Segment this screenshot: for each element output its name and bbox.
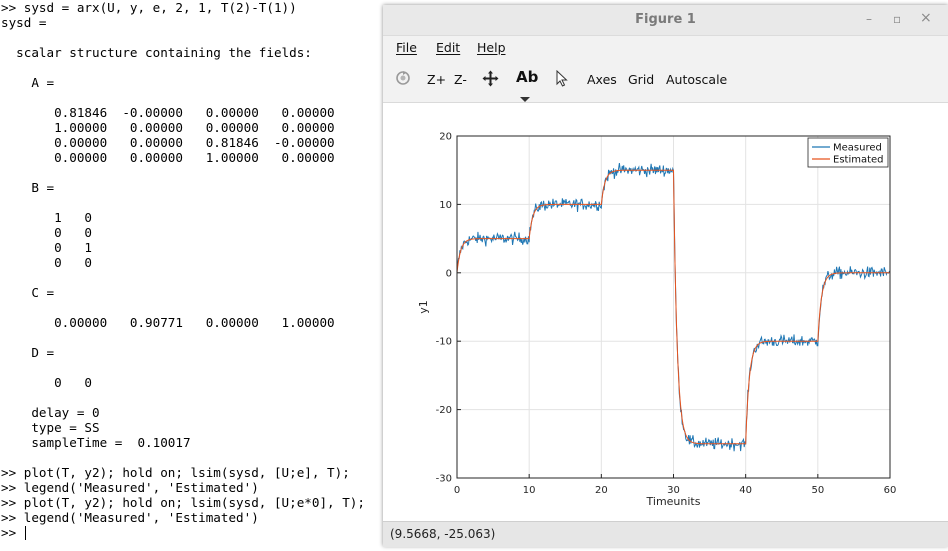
terminal-line: 0 0 — [1, 375, 92, 390]
terminal-output[interactable]: >> sysd = arx(U, y, e, 2, 1, T(2)-T(1)) s… — [0, 0, 383, 551]
menu-bar: File Edit Help — [383, 36, 948, 58]
pan-icon[interactable] — [482, 70, 499, 91]
terminal-line: scalar structure containing the fields: — [1, 45, 312, 60]
x-tick-label: 10 — [523, 485, 536, 496]
series-estimated-line — [456, 169, 890, 445]
legend-label: Measured — [833, 143, 882, 154]
terminal-line: 0.00000 0.00000 0.81846 -0.00000 — [1, 135, 335, 150]
terminal-line: delay = 0 — [1, 405, 100, 420]
terminal-line: 0.81846 -0.00000 0.00000 0.00000 — [1, 105, 335, 120]
terminal-line: type = SS — [1, 420, 100, 435]
figure-window: Figure 1 – ▫ × File Edit Help Z+ Z- Ab A… — [383, 5, 948, 547]
terminal-line: >> sysd = arx(U, y, e, 2, 1, T(2)-T(1)) — [1, 0, 297, 15]
legend-box — [807, 137, 889, 168]
y-tick-label: 0 — [446, 268, 452, 279]
status-bar: (9.5668, -25.063) — [383, 521, 948, 547]
figure-toolbar: Z+ Z- Ab Axes Grid Autoscale — [383, 58, 948, 103]
x-tick-label: 50 — [811, 485, 824, 496]
terminal-line: 1.00000 0.00000 0.00000 0.00000 — [1, 120, 335, 135]
terminal-line: >> plot(T, y2); hold on; lsim(sysd, [U;e… — [1, 465, 350, 480]
zoom-in-button[interactable]: Z+ — [427, 72, 447, 87]
window-title: Figure 1 — [635, 12, 696, 27]
terminal-line: >> legend('Measured', 'Estimated') — [1, 480, 259, 495]
x-tick-label: 20 — [595, 485, 608, 496]
terminal-line: 0.00000 0.90771 0.00000 1.00000 — [1, 315, 335, 330]
y-tick-label: 10 — [439, 200, 452, 211]
grid-button[interactable]: Grid — [628, 72, 655, 87]
terminal-line: D = — [1, 345, 55, 360]
restore-icon[interactable]: ▫ — [893, 12, 902, 26]
close-icon[interactable]: × — [920, 10, 932, 26]
terminal-line: C = — [1, 285, 55, 300]
menu-edit[interactable]: Edit — [436, 40, 461, 55]
y-tick-label: -30 — [436, 474, 452, 485]
terminal-line: >> plot(T, y2); hold on; lsim(sysd, [U;e… — [1, 495, 365, 510]
text-cursor — [25, 526, 26, 540]
terminal-line: 0 0 — [1, 225, 92, 240]
x-tick-label: 40 — [739, 485, 752, 496]
legend-label: Estimated — [833, 155, 884, 166]
axes-button[interactable]: Axes — [587, 72, 617, 87]
title-bar[interactable]: Figure 1 – ▫ × — [383, 5, 948, 36]
y-axis-label: y1 — [417, 300, 430, 314]
chevron-down-icon[interactable] — [520, 88, 530, 107]
x-axis-label: Timeunits — [646, 495, 701, 508]
pointer-icon[interactable] — [556, 69, 568, 91]
terminal-line: 1 0 — [1, 210, 92, 225]
terminal-line: sampleTime = 0.10017 — [1, 435, 191, 450]
x-tick-label: 30 — [667, 485, 680, 496]
terminal-line: 0 1 — [1, 240, 92, 255]
x-tick-label: 0 — [454, 485, 460, 496]
x-tick-label: 60 — [884, 485, 897, 496]
text-tool-button[interactable]: Ab — [516, 68, 539, 86]
terminal-line: 0.00000 0.00000 1.00000 0.00000 — [1, 150, 335, 165]
terminal-line: >> legend('Measured', 'Estimated') — [1, 510, 259, 525]
menu-file[interactable]: File — [396, 40, 417, 55]
menu-help[interactable]: Help — [477, 40, 506, 55]
zoom-out-button[interactable]: Z- — [454, 72, 467, 87]
plot-area[interactable]: 0 10 20 30 40 50 60 -30 -20 -10 0 10 20 Timeunits y1 Me… — [383, 103, 948, 521]
terminal-line: A = — [1, 75, 55, 90]
rotate-icon[interactable] — [395, 70, 411, 90]
autoscale-button[interactable]: Autoscale — [666, 72, 728, 87]
terminal-line: sysd = — [1, 15, 47, 30]
y-tick-label: 20 — [439, 132, 452, 143]
y-tick-label: -10 — [436, 337, 452, 348]
terminal-line: B = — [1, 180, 55, 195]
minimize-icon[interactable]: – — [866, 12, 872, 26]
terminal-line: >> — [1, 525, 24, 540]
cursor-coordinates: (9.5668, -25.063) — [390, 527, 496, 541]
y-tick-label: -20 — [436, 405, 452, 416]
terminal-line: 0 0 — [1, 255, 92, 270]
chart[interactable]: 0 10 20 30 40 50 60 -30 -20 -10 0 10 20 Timeunits y1 Me… — [383, 103, 948, 521]
